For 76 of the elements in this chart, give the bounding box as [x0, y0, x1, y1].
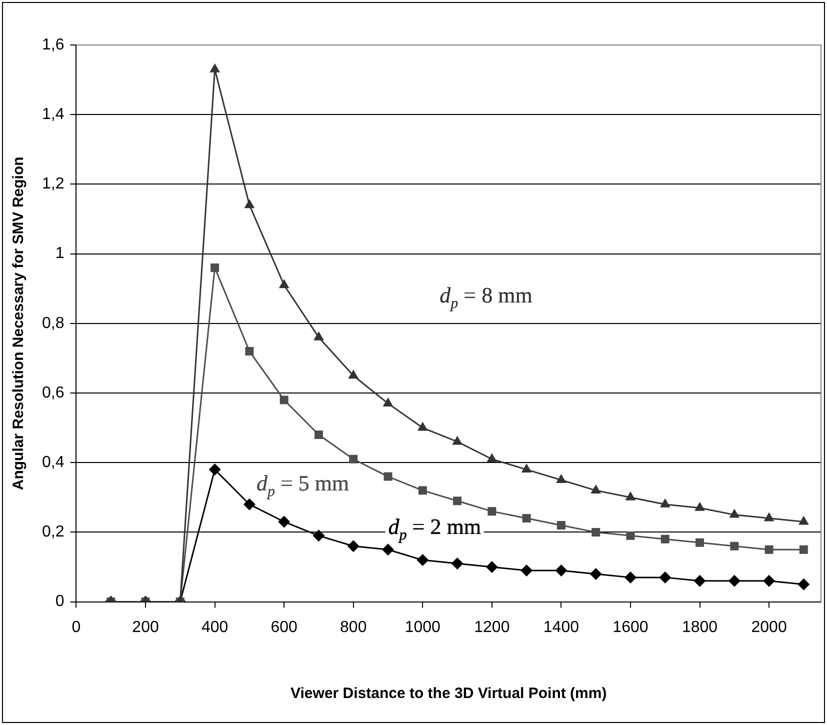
point — [278, 516, 290, 528]
point — [555, 564, 568, 576]
point — [660, 498, 670, 508]
point — [245, 347, 254, 356]
point — [659, 571, 672, 584]
point — [798, 516, 809, 525]
x-tick-label: 0 — [72, 618, 81, 636]
point — [799, 545, 808, 554]
x-tick-label: 800 — [340, 618, 367, 636]
point — [384, 472, 392, 481]
point — [208, 464, 221, 476]
y-tick-label: 1,4 — [42, 106, 64, 124]
point — [453, 496, 462, 506]
point — [729, 508, 740, 518]
point — [278, 279, 290, 288]
y-tick-label: 1,2 — [42, 176, 64, 193]
point — [280, 396, 288, 404]
point — [556, 474, 566, 483]
x-tick-label: 1000 — [404, 618, 441, 636]
point — [452, 436, 462, 445]
y-tick-label: 0 — [55, 593, 64, 610]
point — [592, 528, 600, 536]
point — [626, 531, 635, 540]
point — [382, 397, 394, 406]
y-tick-label: 0,4 — [42, 454, 64, 472]
point — [486, 561, 498, 573]
point — [694, 502, 705, 511]
point — [798, 578, 810, 590]
y-axis-title: Angular Resolution Necessary for SMV Region — [10, 156, 28, 490]
x-tick-label: 1400 — [543, 618, 580, 636]
x-tick-label: 400 — [201, 618, 228, 636]
point — [522, 514, 531, 523]
point — [417, 422, 428, 431]
point — [416, 554, 429, 566]
point — [382, 544, 394, 556]
point — [347, 540, 360, 552]
point — [243, 498, 256, 510]
x-tick-label: 200 — [132, 618, 159, 636]
point — [624, 571, 636, 584]
y-tick-label: 1 — [55, 245, 64, 262]
y-tick-label: 0,2 — [42, 524, 64, 541]
point — [590, 484, 602, 494]
point — [694, 574, 706, 587]
point — [660, 534, 670, 544]
x-tick-label: 1800 — [682, 618, 718, 636]
y-tick-label: 0,8 — [42, 314, 64, 332]
point — [764, 545, 774, 554]
x-axis-title: Viewer Distance to the 3D Virtual Point (mm) — [290, 685, 607, 702]
point — [349, 454, 358, 464]
point — [451, 558, 464, 570]
point — [728, 574, 740, 587]
point — [314, 331, 324, 340]
point — [314, 430, 323, 440]
point — [764, 512, 774, 522]
point — [520, 564, 533, 576]
point — [244, 199, 255, 208]
x-tick-label: 1200 — [474, 618, 510, 636]
point — [418, 486, 427, 495]
x-tick-label: 1600 — [612, 618, 648, 636]
point — [763, 574, 776, 587]
point — [312, 530, 325, 542]
point — [730, 542, 739, 550]
point — [210, 263, 220, 272]
point — [625, 491, 636, 500]
point — [556, 520, 566, 530]
point — [210, 63, 220, 72]
point — [590, 568, 602, 580]
point — [348, 370, 359, 379]
point — [696, 538, 704, 547]
point — [521, 464, 532, 473]
x-tick-label: 600 — [270, 618, 298, 636]
point — [486, 453, 498, 462]
y-tick-label: 1,6 — [42, 36, 64, 54]
y-tick-label: 0,6 — [42, 384, 64, 402]
x-tick-label: 2000 — [751, 618, 787, 636]
point — [488, 507, 496, 516]
